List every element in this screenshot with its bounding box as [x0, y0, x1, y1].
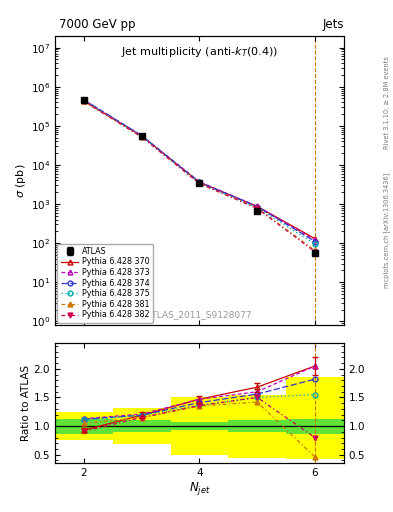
Pythia 6.428 374	[313, 239, 318, 245]
Pythia 6.428 373	[197, 179, 202, 185]
Pythia 6.428 373	[255, 203, 260, 209]
Pythia 6.428 382	[82, 98, 86, 104]
Pythia 6.428 374	[140, 133, 144, 139]
Pythia 6.428 373	[313, 237, 318, 243]
Text: Jet multiplicity (anti-$k_T$(0.4)): Jet multiplicity (anti-$k_T$(0.4))	[121, 45, 278, 58]
Y-axis label: $\sigma$ (pb): $\sigma$ (pb)	[14, 163, 28, 198]
Text: ATLAS_2011_S9128077: ATLAS_2011_S9128077	[147, 310, 252, 319]
Line: Pythia 6.428 374: Pythia 6.428 374	[81, 97, 318, 244]
Line: Pythia 6.428 375: Pythia 6.428 375	[81, 98, 318, 246]
Text: 7000 GeV pp: 7000 GeV pp	[59, 18, 136, 31]
Pythia 6.428 370	[140, 133, 144, 139]
Pythia 6.428 374	[255, 203, 260, 209]
Line: Pythia 6.428 381: Pythia 6.428 381	[81, 99, 318, 253]
Pythia 6.428 381	[140, 134, 144, 140]
Pythia 6.428 382	[140, 134, 144, 140]
Pythia 6.428 375	[140, 133, 144, 139]
Pythia 6.428 374	[197, 179, 202, 185]
Pythia 6.428 382	[197, 180, 202, 186]
Pythia 6.428 382	[313, 249, 318, 255]
Pythia 6.428 373	[140, 133, 144, 139]
Pythia 6.428 375	[82, 97, 86, 103]
Line: Pythia 6.428 370: Pythia 6.428 370	[81, 99, 318, 241]
Pythia 6.428 370	[313, 236, 318, 242]
Pythia 6.428 381	[82, 98, 86, 104]
Y-axis label: Ratio to ATLAS: Ratio to ATLAS	[21, 365, 31, 441]
X-axis label: $N_{jet}$: $N_{jet}$	[189, 480, 210, 497]
Pythia 6.428 370	[82, 98, 86, 104]
Text: Jets: Jets	[322, 18, 344, 31]
Pythia 6.428 374	[82, 97, 86, 103]
Text: Rivet 3.1.10; ≥ 2.8M events: Rivet 3.1.10; ≥ 2.8M events	[384, 56, 390, 149]
Pythia 6.428 373	[82, 97, 86, 103]
Line: Pythia 6.428 373: Pythia 6.428 373	[81, 97, 318, 243]
Pythia 6.428 370	[197, 179, 202, 185]
Text: mcplots.cern.ch [arXiv:1306.3436]: mcplots.cern.ch [arXiv:1306.3436]	[384, 173, 391, 288]
Pythia 6.428 375	[313, 241, 318, 247]
Line: Pythia 6.428 382: Pythia 6.428 382	[81, 99, 318, 254]
Legend: ATLAS, Pythia 6.428 370, Pythia 6.428 373, Pythia 6.428 374, Pythia 6.428 375, P: ATLAS, Pythia 6.428 370, Pythia 6.428 37…	[57, 244, 152, 323]
Pythia 6.428 375	[197, 180, 202, 186]
Pythia 6.428 381	[313, 247, 318, 253]
Pythia 6.428 382	[255, 205, 260, 211]
Pythia 6.428 381	[197, 180, 202, 186]
Pythia 6.428 381	[255, 205, 260, 211]
Pythia 6.428 370	[255, 203, 260, 209]
Pythia 6.428 375	[255, 205, 260, 211]
